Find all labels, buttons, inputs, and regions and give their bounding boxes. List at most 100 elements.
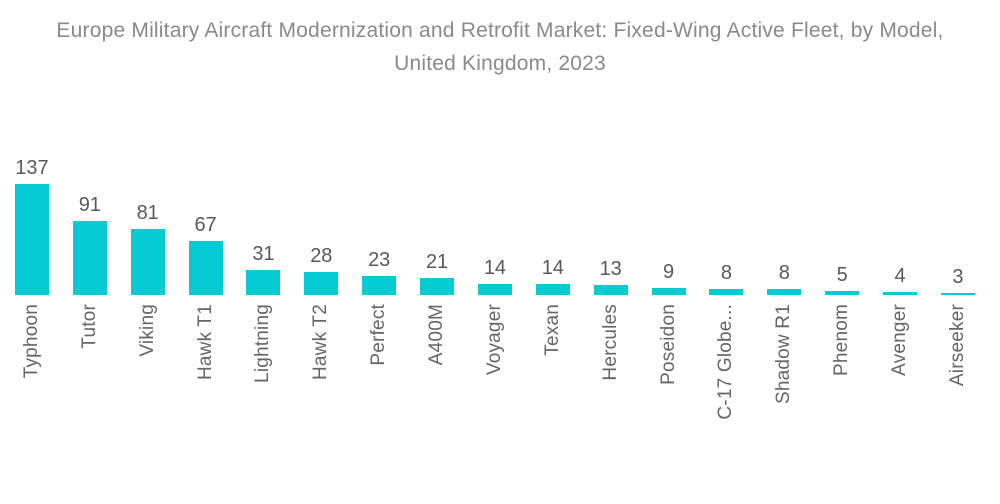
bar-plot-area: 13 (593, 154, 628, 295)
bar (477, 283, 512, 295)
category-label-area: C-17 Globe... (715, 304, 737, 434)
bar (940, 292, 975, 295)
category-label-area: Voyager (484, 304, 506, 434)
chart-column: 21 A400M (408, 154, 466, 434)
category-label: Avenger (889, 304, 911, 376)
category-label: A400M (426, 304, 448, 366)
category-label-area: Perfect (368, 304, 390, 434)
category-label-area: Hercules (600, 304, 622, 434)
chart-column: 14 Texan (524, 154, 582, 434)
category-label-area: A400M (426, 304, 448, 434)
category-label: Perfect (368, 304, 390, 366)
value-label: 3 (952, 265, 964, 288)
category-label-area: Avenger (889, 304, 911, 434)
chart-column: 5 Phenom (813, 154, 871, 434)
bar-plot-area: 137 (14, 154, 49, 295)
category-label: Texan (541, 304, 563, 356)
category-label-area: Hawk T2 (310, 304, 332, 434)
value-label: 14 (483, 256, 507, 279)
bar-plot-area: 67 (188, 154, 223, 295)
bar (14, 184, 49, 295)
category-label-area: Texan (542, 304, 564, 434)
category-label-area: Lightning (252, 304, 274, 434)
bar (535, 283, 570, 295)
bar (825, 290, 860, 295)
bar (420, 278, 455, 295)
value-label: 91 (78, 194, 101, 217)
bar-plot-area: 14 (477, 154, 512, 295)
value-label: 9 (663, 260, 675, 283)
bar (304, 272, 339, 295)
category-label: Hercules (599, 304, 621, 381)
category-label-area: Airseeker (947, 304, 969, 434)
category-label-area: Viking (137, 304, 159, 434)
chart-title: Europe Military Aircraft Modernization a… (56, 19, 944, 75)
chart-column: 3 Airseeker (929, 154, 987, 434)
value-label: 8 (720, 261, 732, 284)
category-label: Airseeker (946, 304, 968, 387)
bar-plot-area: 8 (709, 154, 744, 295)
value-label: 8 (778, 261, 790, 284)
bar-chart: 137 Typhoon 91 Tutor 81 Viking 67 Hawk (3, 154, 987, 434)
value-label: 137 (15, 157, 49, 179)
category-label: Typhoon (20, 304, 42, 379)
category-label: Phenom (831, 304, 853, 376)
bar-plot-area: 4 (883, 154, 918, 295)
value-label: 23 (368, 249, 391, 272)
value-label: 4 (894, 264, 906, 287)
value-label: 31 (252, 242, 275, 265)
bar-plot-area: 23 (362, 154, 397, 295)
bar (130, 229, 165, 295)
chart-column: 28 Hawk T2 (292, 154, 350, 434)
bar (72, 221, 107, 295)
bar-plot-area: 5 (825, 154, 860, 295)
bar-plot-area: 9 (651, 154, 686, 295)
bar (651, 287, 686, 295)
bar (593, 284, 628, 295)
chart-column: 67 Hawk T1 (177, 154, 235, 434)
category-label-area: Hawk T1 (195, 304, 217, 434)
category-label: Shadow R1 (773, 304, 795, 405)
bar-plot-area: 21 (420, 154, 455, 295)
category-label: Hawk T1 (194, 304, 216, 381)
category-label-area: Shadow R1 (773, 304, 795, 434)
category-label: Viking (136, 304, 158, 357)
chart-column: 31 Lightning (235, 154, 293, 434)
value-label: 81 (136, 202, 159, 225)
bar (362, 276, 397, 295)
category-label-area: Tutor (79, 304, 101, 434)
chart-column: 14 Voyager (466, 154, 524, 434)
bar (246, 269, 281, 295)
bar-plot-area: 8 (767, 154, 802, 295)
value-label: 14 (541, 256, 564, 279)
chart-column: 8 Shadow R1 (755, 154, 813, 434)
category-label-area: Phenom (831, 304, 853, 434)
bar-plot-area: 3 (940, 154, 975, 295)
category-label-area: Poseidon (658, 304, 680, 434)
bar (188, 240, 223, 295)
category-label-area: Typhoon (21, 304, 43, 434)
bar-plot-area: 31 (246, 154, 281, 295)
bar (709, 288, 744, 295)
value-label: 67 (194, 213, 217, 236)
bar-plot-area: 14 (535, 154, 570, 295)
category-label: Hawk T2 (310, 304, 332, 381)
chart-column: 91 Tutor (61, 154, 119, 434)
category-label: Voyager (483, 304, 505, 376)
bar (767, 288, 802, 295)
chart-page: Europe Military Aircraft Modernization a… (0, 14, 1000, 504)
chart-column: 137 Typhoon (3, 154, 61, 434)
bar-plot-area: 81 (130, 154, 165, 295)
chart-column: 23 Perfect (350, 154, 408, 434)
value-label: 5 (836, 263, 848, 286)
category-label: Poseidon (657, 304, 679, 385)
category-label: Lightning (252, 304, 274, 383)
category-label: C-17 Globe... (715, 304, 737, 420)
category-label: Tutor (78, 304, 100, 349)
bar-plot-area: 91 (72, 154, 107, 295)
value-label: 21 (425, 251, 449, 273)
value-label: 28 (310, 245, 333, 268)
chart-column: 4 Avenger (871, 154, 929, 434)
chart-column: 9 Poseidon (640, 154, 698, 434)
chart-column: 8 C-17 Globe... (698, 154, 756, 434)
